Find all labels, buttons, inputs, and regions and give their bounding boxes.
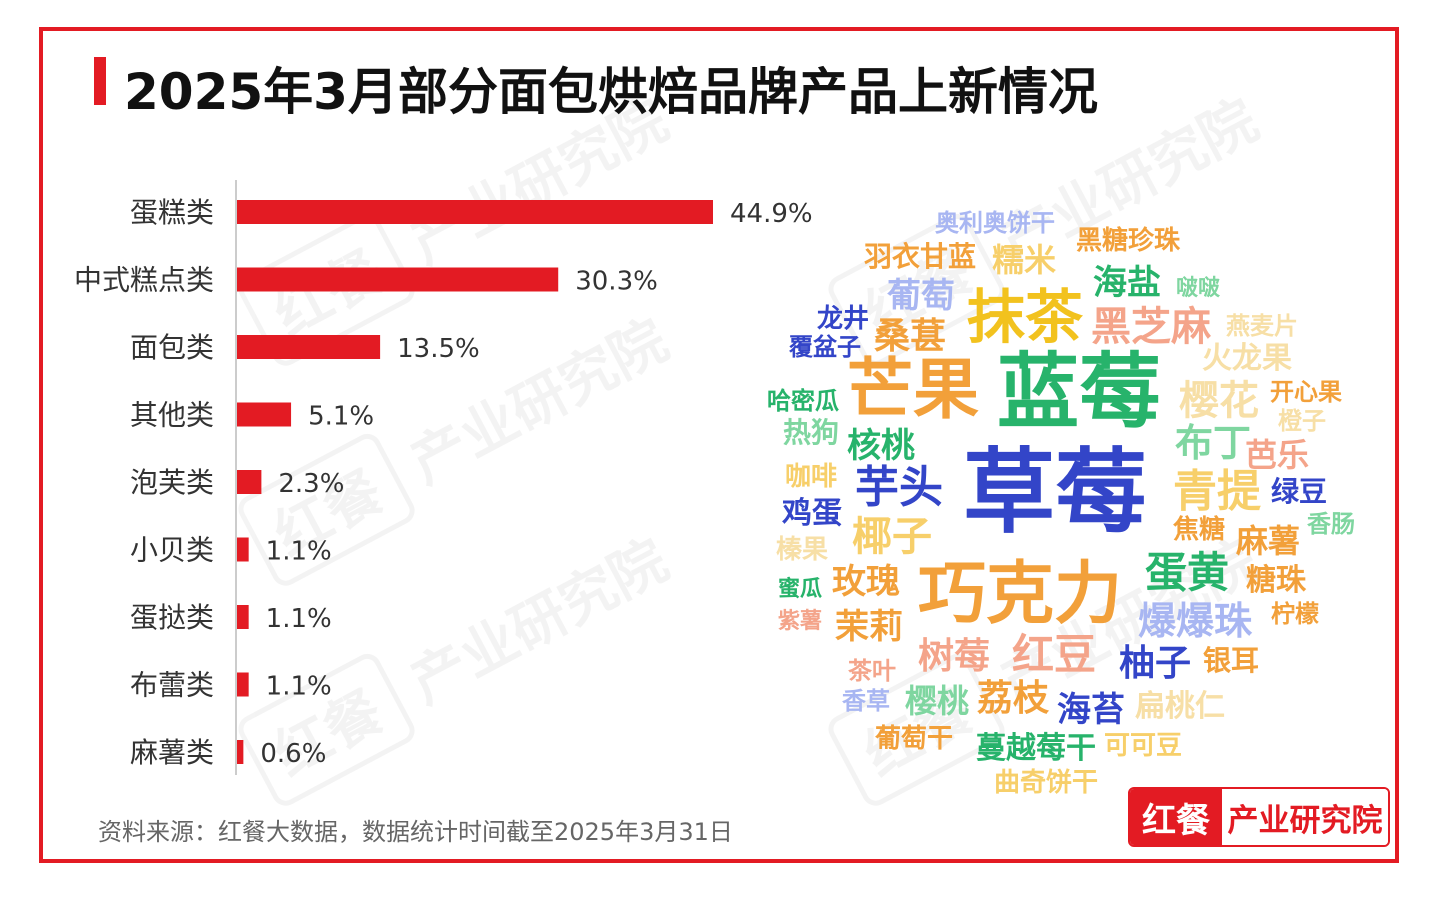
word-cloud-term: 荔枝: [976, 678, 1050, 719]
word-cloud-term: 哈密瓜: [767, 387, 839, 415]
word-cloud-term: 海盐: [1093, 263, 1161, 303]
bar: [237, 740, 244, 764]
word-cloud-term: 玫瑰: [832, 562, 900, 602]
word-cloud-term: 葡萄干: [874, 724, 954, 754]
word-cloud-term: 火龙果: [1202, 341, 1292, 376]
word-cloud-term: 抹茶: [966, 283, 1084, 351]
word-cloud-term: 龙井: [816, 304, 870, 334]
value-label: 0.6%: [260, 739, 326, 769]
word-cloud-term: 蓝莓: [996, 345, 1162, 440]
value-label: 1.1%: [266, 672, 332, 702]
bar: [237, 470, 262, 494]
value-label: 1.1%: [266, 604, 332, 634]
category-label: 小贝类: [130, 534, 214, 567]
category-label: 布蕾类: [130, 669, 214, 702]
word-cloud-term: 桑葚: [873, 316, 947, 357]
word-cloud-term: 扁桃仁: [1135, 689, 1225, 724]
word-cloud-term: 巧克力: [917, 555, 1123, 634]
word-cloud-term: 可可豆: [1103, 731, 1183, 761]
word-cloud-term: 海苔: [1057, 690, 1125, 730]
word-cloud-term: 芒果: [847, 351, 979, 428]
category-label: 蛋挞类: [130, 601, 214, 634]
word-cloud-term: 糯米: [991, 241, 1057, 279]
word-cloud-term: 芭乐: [1244, 436, 1310, 474]
word-cloud-term: 柚子: [1118, 643, 1192, 684]
logo-text: 产业研究院: [1222, 789, 1388, 845]
word-cloud-term: 燕麦片: [1226, 312, 1298, 340]
value-label: 13.5%: [397, 334, 480, 364]
word-cloud-term: 绿豆: [1270, 475, 1328, 508]
bar: [237, 537, 249, 562]
word-cloud-term: 糖珠: [1246, 563, 1306, 598]
category-label: 面包类: [130, 331, 214, 364]
word-cloud-term: 麻薯: [1235, 522, 1301, 560]
title-accent-bar: [94, 57, 106, 105]
word-cloud-term: 紫薯: [777, 609, 823, 634]
category-label: 蛋糕类: [130, 196, 214, 229]
word-cloud-term: 樱花: [1179, 378, 1259, 424]
word-cloud-term: 蜜瓜: [777, 577, 823, 602]
word-cloud-term: 青提: [1173, 466, 1261, 517]
value-label: 2.3%: [278, 469, 344, 499]
bar: [237, 335, 381, 359]
word-cloud-term: 爆爆珠: [1137, 599, 1253, 643]
word-cloud-term: 榛果: [775, 535, 829, 565]
word-cloud-term: 黑糖珍珠: [1075, 226, 1181, 256]
word-cloud-term: 芋头: [855, 462, 943, 513]
word-cloud-term: 葡萄: [887, 276, 955, 316]
chart-frame: [39, 27, 1399, 863]
word-cloud-term: 曲奇饼干: [993, 768, 1099, 798]
word-cloud-term: 焦糖: [1172, 515, 1226, 545]
logo-mark: 红餐: [1130, 789, 1222, 845]
word-cloud-term: 椰子: [852, 514, 932, 560]
value-label: 44.9%: [730, 199, 813, 229]
category-label: 其他类: [130, 399, 214, 432]
category-label: 中式糕点类: [74, 264, 214, 297]
bar: [237, 402, 292, 427]
word-cloud-term: 树莓: [917, 636, 991, 677]
source-note: 资料来源：红餐大数据，数据统计时间截至2025年3月31日: [98, 818, 733, 846]
word-cloud-term: 蛋黄: [1144, 548, 1230, 597]
word-cloud-term: 奥利奥饼干: [935, 209, 1055, 237]
value-label: 5.1%: [308, 402, 374, 432]
bar: [237, 605, 249, 629]
bar: [237, 200, 713, 224]
word-cloud-term: 柠檬: [1271, 600, 1319, 628]
word-cloud-term: 啵啵: [1175, 276, 1221, 301]
word-cloud-term: 黑芝麻: [1091, 304, 1211, 350]
word-cloud-term: 红豆: [1011, 630, 1097, 679]
chart-title: 2025年3月部分面包烘焙品牌产品上新情况: [124, 63, 1098, 121]
word-cloud-term: 茉莉: [835, 607, 903, 647]
word-cloud-term: 橙子: [1278, 407, 1326, 435]
brand-logo: 红餐 产业研究院: [1128, 787, 1390, 847]
category-label: 麻薯类: [130, 736, 214, 769]
word-cloud-term: 热狗: [782, 416, 840, 449]
word-cloud-term: 茶叶: [848, 657, 896, 685]
value-label: 1.1%: [266, 537, 332, 567]
bar: [237, 267, 559, 292]
word-cloud-term: 香草: [842, 687, 890, 715]
word-cloud-term: 开心果: [1270, 378, 1342, 406]
word-cloud-term: 银耳: [1202, 644, 1260, 677]
word-cloud-term: 布丁: [1174, 421, 1252, 465]
value-label: 30.3%: [575, 267, 658, 297]
word-cloud-term: 草莓: [962, 439, 1148, 546]
word-cloud-term: 香肠: [1307, 510, 1355, 538]
bar: [237, 672, 249, 697]
word-cloud-term: 咖啡: [784, 462, 838, 492]
word-cloud-term: 蔓越莓干: [976, 731, 1096, 766]
word-cloud-term: 羽衣甘蓝: [863, 240, 977, 273]
word-cloud-term: 樱桃: [904, 682, 970, 720]
word-cloud-term: 覆盆子: [789, 333, 861, 361]
word-cloud-term: 核桃: [847, 426, 915, 466]
category-label: 泡芙类: [130, 466, 214, 499]
word-cloud-term: 鸡蛋: [782, 496, 842, 531]
